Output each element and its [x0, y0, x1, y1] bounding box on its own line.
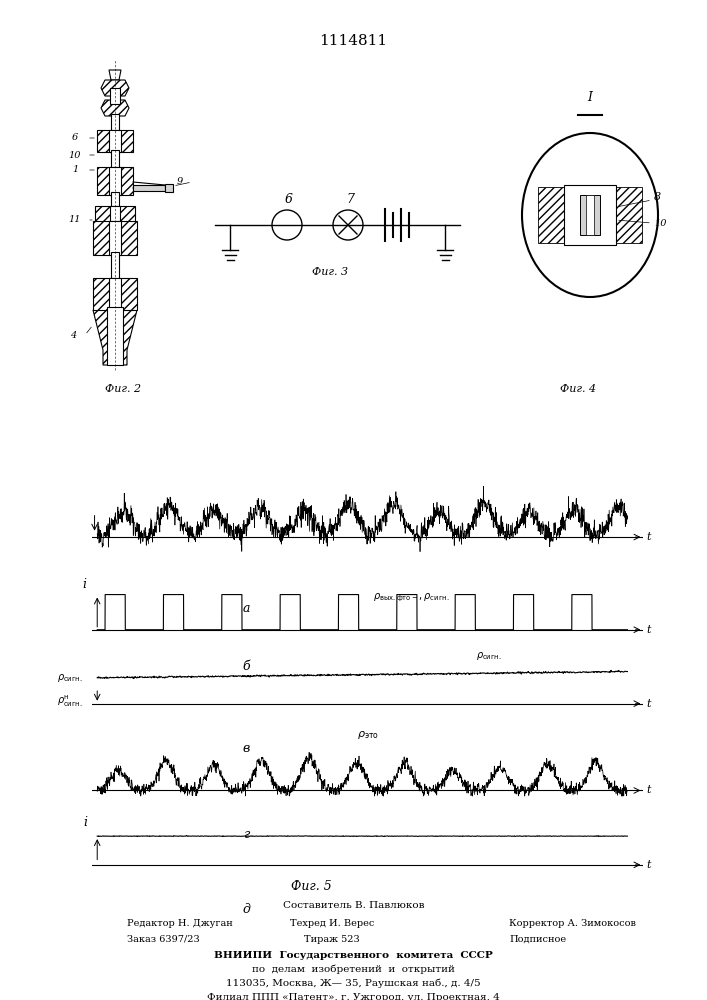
Bar: [111, 192, 119, 214]
Text: Тираж 523: Тираж 523: [305, 935, 360, 944]
Text: Фиг. 5: Фиг. 5: [291, 880, 332, 893]
Bar: [93, 278, 137, 310]
Text: $\rho^{\rm н}_{\rm сигн.}$: $\rho^{\rm н}_{\rm сигн.}$: [57, 693, 82, 709]
Text: t: t: [646, 699, 650, 709]
Text: t: t: [646, 860, 650, 870]
Bar: [109, 167, 121, 195]
Text: Фиг. 3: Фиг. 3: [312, 267, 348, 277]
Text: 6: 6: [72, 133, 78, 142]
Text: б: б: [243, 660, 250, 673]
Text: 1: 1: [72, 165, 78, 174]
Bar: [107, 307, 123, 365]
Text: в: в: [243, 742, 250, 755]
Text: 7: 7: [346, 193, 354, 206]
Text: 10: 10: [69, 150, 81, 159]
Bar: [110, 88, 120, 104]
Text: а: а: [243, 602, 250, 615]
Bar: [616, 187, 642, 243]
Text: Составитель В. Павлюков: Составитель В. Павлюков: [283, 901, 424, 910]
Bar: [580, 195, 600, 235]
Text: 1114811: 1114811: [320, 34, 387, 48]
Text: 6: 6: [285, 193, 293, 206]
Bar: [97, 167, 133, 195]
Bar: [165, 184, 173, 192]
Text: Корректор А. Зимокосов: Корректор А. Зимокосов: [509, 919, 636, 928]
Bar: [111, 114, 119, 132]
Text: Редактор Н. Джуган: Редактор Н. Джуган: [127, 919, 233, 928]
Text: 8: 8: [654, 192, 661, 202]
Text: $\rho_{\rm сигн.}$: $\rho_{\rm сигн.}$: [57, 672, 82, 684]
Text: i: i: [83, 816, 88, 829]
Text: г: г: [243, 828, 250, 842]
Bar: [538, 187, 564, 243]
Text: t: t: [646, 625, 650, 635]
Polygon shape: [101, 100, 129, 116]
Text: 4: 4: [70, 330, 76, 340]
Text: Филиал ППП «Патент», г. Ужгород, ул. Проектная, 4: Филиал ППП «Патент», г. Ужгород, ул. Про…: [207, 993, 500, 1000]
Text: Техред И. Верес: Техред И. Верес: [290, 919, 375, 928]
Text: i: i: [82, 578, 86, 591]
Bar: [133, 185, 165, 191]
Text: 9: 9: [177, 178, 183, 186]
Bar: [97, 130, 133, 152]
Text: ВНИИПИ  Государственного  комитета  СССР: ВНИИПИ Государственного комитета СССР: [214, 951, 493, 960]
Bar: [110, 206, 120, 224]
Polygon shape: [93, 310, 137, 365]
Bar: [109, 278, 121, 310]
Polygon shape: [101, 80, 129, 96]
Text: t: t: [646, 532, 650, 542]
Bar: [109, 221, 121, 255]
Text: 11: 11: [69, 216, 81, 225]
Text: t: t: [646, 785, 650, 795]
Text: $\rho_{\rm это}$: $\rho_{\rm это}$: [356, 729, 379, 741]
Text: Фиг. 4: Фиг. 4: [560, 384, 596, 394]
Text: Заказ 6397/23: Заказ 6397/23: [127, 935, 200, 944]
Text: 113035, Москва, Ж— 35, Раушская наб., д. 4/5: 113035, Москва, Ж— 35, Раушская наб., д.…: [226, 978, 481, 988]
Bar: [109, 130, 121, 152]
Text: 10: 10: [654, 219, 667, 228]
Bar: [93, 221, 137, 255]
Polygon shape: [109, 70, 121, 80]
Bar: [564, 185, 616, 245]
Text: I: I: [588, 91, 592, 104]
Bar: [95, 206, 135, 224]
Bar: [111, 252, 119, 280]
Text: $\rho_{\rm сигн.}$: $\rho_{\rm сигн.}$: [476, 650, 502, 662]
Text: д: д: [243, 903, 250, 916]
Bar: [586, 195, 594, 235]
Text: Подписное: Подписное: [509, 935, 566, 944]
Text: по  делам  изобретений  и  открытий: по делам изобретений и открытий: [252, 964, 455, 974]
Text: $\rho_{\rm вых.фто-}, \rho_{\rm сигн.}$: $\rho_{\rm вых.фто-}, \rho_{\rm сигн.}$: [373, 592, 450, 604]
Bar: [111, 150, 119, 170]
Text: Фиг. 2: Фиг. 2: [105, 384, 141, 394]
